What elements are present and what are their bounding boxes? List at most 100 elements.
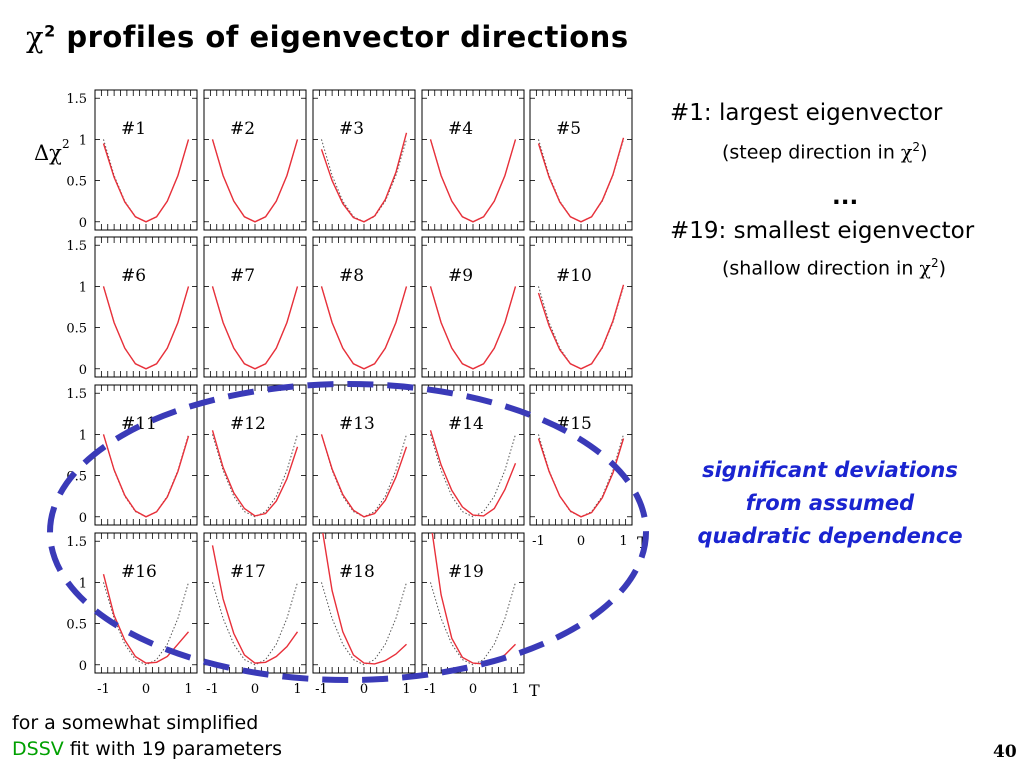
- panel-label: #4: [448, 119, 473, 139]
- profile-curve: [102, 139, 190, 223]
- deviation-line-1: significant deviations: [702, 458, 958, 482]
- panel-7: #7: [203, 236, 307, 378]
- x-tick-label: -1: [424, 682, 437, 697]
- panel-9: #9: [421, 236, 525, 378]
- panel-4: #4: [421, 89, 525, 231]
- note-shallow-close: ): [938, 257, 946, 280]
- footnote-line-1: for a somewhat simplified: [12, 712, 259, 734]
- footnote-dssv: DSSV: [12, 738, 64, 760]
- quadratic-curve: [212, 582, 298, 666]
- profile-curve: [211, 545, 299, 664]
- x-tick-label: -1: [97, 682, 110, 697]
- x-tick-label: 0: [251, 682, 259, 697]
- y-tick-label: 1: [79, 133, 87, 148]
- profile-curve: [211, 286, 299, 370]
- note-largest-eigenvector: #1: largest eigenvector: [670, 100, 943, 126]
- quadratic-curve: [212, 434, 298, 518]
- panel-label: #10: [556, 266, 592, 286]
- x-tick-label: 1: [402, 682, 410, 697]
- page-number: 40: [993, 742, 1017, 762]
- panel-label: #3: [339, 119, 364, 139]
- footnote-line-2: DSSV fit with 19 parameters: [12, 736, 282, 762]
- profile-curve: [211, 139, 299, 223]
- note-steep-sup: 2: [912, 140, 921, 154]
- x-tick-label: 0: [360, 682, 368, 697]
- y-tick-label: 1.5: [66, 239, 87, 254]
- slide-title: χ2 profiles of eigenvector directions: [26, 20, 629, 54]
- y-axis-label: Δχ: [34, 141, 62, 165]
- y-axis-label-superscript: 2: [62, 137, 70, 151]
- x-tick-label: 0: [142, 682, 150, 697]
- y-tick-label: 1.5: [66, 387, 87, 402]
- panel-label: #14: [448, 414, 484, 434]
- y-tick-label: 0: [79, 363, 87, 378]
- note-shallow-direction: (shallow direction in χ2): [722, 256, 946, 279]
- profile-curve: [322, 533, 407, 665]
- panel-label: #19: [448, 562, 484, 582]
- x-tick-label: -1: [206, 682, 219, 697]
- note-steep-text: (steep direction in: [722, 141, 901, 164]
- panel-frame: [94, 89, 198, 231]
- y-tick-label: 1.5: [66, 92, 87, 107]
- panel-label: #12: [230, 414, 266, 434]
- panel-18: #18: [312, 532, 416, 674]
- profile-curve: [102, 434, 190, 518]
- panel-13: #13: [312, 384, 416, 526]
- y-tick-label: 0.5: [66, 175, 87, 190]
- x-tick-label: 1: [293, 682, 301, 697]
- y-tick-label: 0: [79, 216, 87, 231]
- panel-frame: [203, 236, 307, 378]
- panel-label: #5: [556, 119, 581, 139]
- profile-curve: [211, 430, 299, 517]
- panel-10: #10: [529, 236, 633, 378]
- deviation-line-3: quadratic dependence: [697, 524, 963, 548]
- panel-label: #18: [339, 562, 375, 582]
- note-shallow-text: (shallow direction in: [722, 257, 920, 280]
- note-shallow-chi: χ: [919, 257, 931, 280]
- panel-1: #1: [94, 89, 198, 231]
- x-tick-label: 0: [577, 534, 585, 549]
- x-tick-label: 1: [184, 682, 192, 697]
- highlight-ellipse: [47, 381, 649, 683]
- title-text: profiles of eigenvector directions: [55, 20, 629, 54]
- panel-label: #8: [339, 266, 364, 286]
- panel-frame: [421, 236, 525, 378]
- panel-frame: [203, 89, 307, 231]
- quadratic-curve: [430, 434, 516, 518]
- y-tick-label: 0: [79, 659, 87, 674]
- x-tick-label: 0: [469, 682, 477, 697]
- footnote: for a somewhat simplified DSSV fit with …: [12, 710, 282, 762]
- x-tick-label: -1: [532, 534, 545, 549]
- quadratic-curve: [430, 582, 516, 666]
- x-tick-label: 1: [619, 534, 627, 549]
- y-tick-label: 1.5: [66, 535, 87, 550]
- x-tick-label: 1: [511, 682, 519, 697]
- profile-curve: [537, 438, 625, 518]
- panel-label: #9: [448, 266, 473, 286]
- deviation-callout: significant deviations from assumed quad…: [650, 454, 1010, 553]
- y-tick-label: 0: [79, 511, 87, 526]
- profile-curve: [320, 132, 408, 223]
- note-shallow-sup: 2: [930, 256, 939, 270]
- panel-label: #2: [230, 119, 255, 139]
- profile-curve: [537, 284, 625, 370]
- x-axis-label: T: [529, 681, 540, 700]
- panel-label: #1: [121, 119, 146, 139]
- profile-curve: [429, 286, 517, 370]
- profile-curve: [320, 286, 408, 370]
- profile-curve: [102, 286, 190, 370]
- panel-label: #13: [339, 414, 375, 434]
- y-tick-label: 0.5: [66, 322, 87, 337]
- panel-12: #12: [203, 384, 307, 526]
- panel-label: #16: [121, 562, 157, 582]
- note-smallest-eigenvector: #19: smallest eigenvector: [670, 218, 975, 244]
- note-steep-close: ): [920, 141, 928, 164]
- panel-frame: [312, 236, 416, 378]
- note-steep-direction: (steep direction in χ2): [722, 140, 927, 163]
- panel-label: #17: [230, 562, 266, 582]
- profile-curve: [537, 137, 625, 223]
- note-ellipsis: ...: [832, 184, 859, 210]
- y-tick-label: 1: [79, 280, 87, 295]
- panel-17: #17: [203, 532, 307, 674]
- panel-19: #19: [421, 532, 525, 674]
